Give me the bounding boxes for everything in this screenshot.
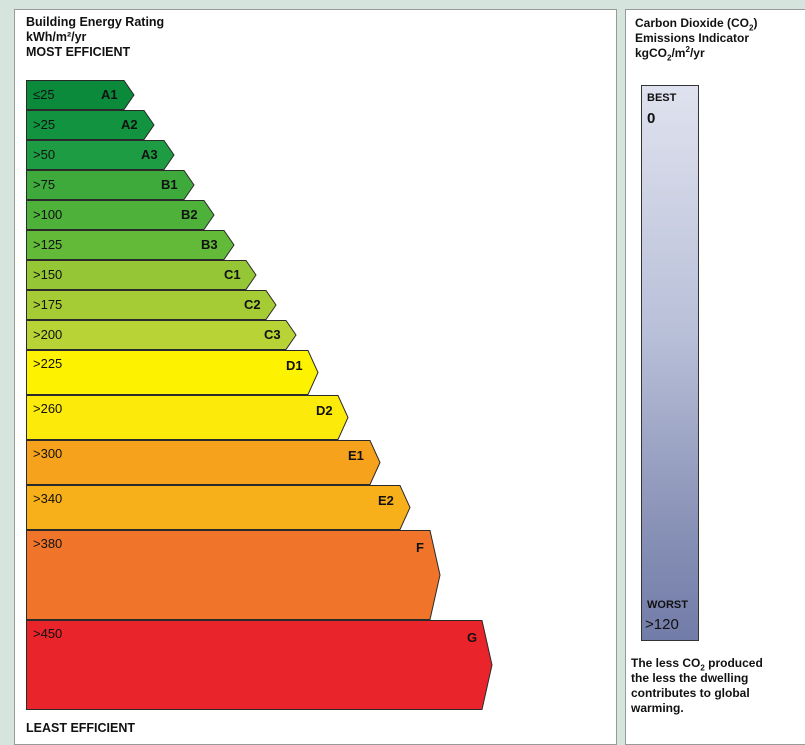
worst-label: WORST bbox=[647, 599, 688, 611]
band-class-label: E2 bbox=[378, 493, 394, 508]
energy-rating-title: Building Energy Rating bbox=[26, 15, 165, 29]
worst-value: >120 bbox=[645, 616, 679, 633]
co2-gradient-bar: BEST 0 WORST >120 bbox=[641, 85, 699, 641]
co2-explanation-text: The less CO2 produced the less the dwell… bbox=[631, 656, 763, 715]
energy-rating-unit: kWh/m²/yr bbox=[26, 30, 87, 44]
best-label: BEST bbox=[647, 92, 677, 104]
band-class-label: C3 bbox=[264, 327, 281, 342]
most-efficient-label: MOST EFFICIENT bbox=[26, 45, 131, 59]
band-range-label: >340 bbox=[33, 491, 63, 506]
band-range-label: >75 bbox=[33, 177, 56, 192]
band-range-label: >300 bbox=[33, 446, 63, 461]
band-class-label: C2 bbox=[244, 297, 261, 312]
band-range-label: >260 bbox=[33, 401, 63, 416]
best-value: 0 bbox=[647, 110, 656, 127]
band-range-label: >225 bbox=[33, 356, 63, 371]
band-class-label: D2 bbox=[316, 403, 333, 418]
band-range-label: ≤25 bbox=[33, 87, 55, 102]
co2-unit: kgCO2/m2/yr bbox=[635, 45, 705, 63]
rating-band-b3: >125 B3 bbox=[26, 230, 235, 260]
band-class-label: B3 bbox=[201, 237, 218, 252]
band-class-label: E1 bbox=[348, 448, 364, 463]
band-class-label: C1 bbox=[224, 267, 241, 282]
rating-band-a1: ≤25 A1 bbox=[26, 80, 135, 110]
band-range-label: >175 bbox=[33, 297, 63, 312]
rating-band-a3: >50 A3 bbox=[26, 140, 175, 170]
rating-band-b1: >75 B1 bbox=[26, 170, 195, 200]
band-class-label: F bbox=[416, 540, 424, 555]
co2-indicator-panel: Carbon Dioxide (CO2) Emissions Indicator… bbox=[625, 9, 805, 745]
rating-band-c2: >175 C2 bbox=[26, 290, 277, 320]
band-range-label: >200 bbox=[33, 327, 63, 342]
least-efficient-label: LEAST EFFICIENT bbox=[26, 721, 136, 735]
band-range-label: >25 bbox=[33, 117, 56, 132]
co2-title: Carbon Dioxide (CO2) bbox=[635, 16, 758, 33]
band-class-label: B1 bbox=[161, 177, 178, 192]
band-range-label: >380 bbox=[33, 536, 63, 551]
band-class-label: B2 bbox=[181, 207, 198, 222]
rating-band-g: >450 G bbox=[26, 620, 493, 710]
co2-title-line2: Emissions Indicator bbox=[635, 31, 750, 45]
band-class-label: D1 bbox=[286, 358, 303, 373]
rating-band-d2: >260 D2 bbox=[26, 395, 349, 440]
rating-band-a2: >25 A2 bbox=[26, 110, 155, 140]
band-range-label: >125 bbox=[33, 237, 63, 252]
rating-band-b2: >100 B2 bbox=[26, 200, 215, 230]
band-range-label: >100 bbox=[33, 207, 63, 222]
energy-rating-panel: Building Energy Rating kWh/m²/yr MOST EF… bbox=[14, 9, 617, 745]
rating-band-e1: >300 E1 bbox=[26, 440, 381, 485]
rating-band-f: >380 F bbox=[26, 530, 441, 620]
rating-band-c1: >150 C1 bbox=[26, 260, 257, 290]
band-range-label: >50 bbox=[33, 147, 56, 162]
band-class-label: A1 bbox=[101, 87, 118, 102]
rating-band-c3: >200 C3 bbox=[26, 320, 297, 350]
band-class-label: A2 bbox=[121, 117, 138, 132]
band-class-label: G bbox=[467, 630, 478, 645]
rating-band-d1: >225 D1 bbox=[26, 350, 319, 395]
band-range-label: >450 bbox=[33, 626, 63, 641]
band-class-label: A3 bbox=[141, 147, 158, 162]
rating-band-e2: >340 E2 bbox=[26, 485, 411, 530]
band-range-label: >150 bbox=[33, 267, 63, 282]
